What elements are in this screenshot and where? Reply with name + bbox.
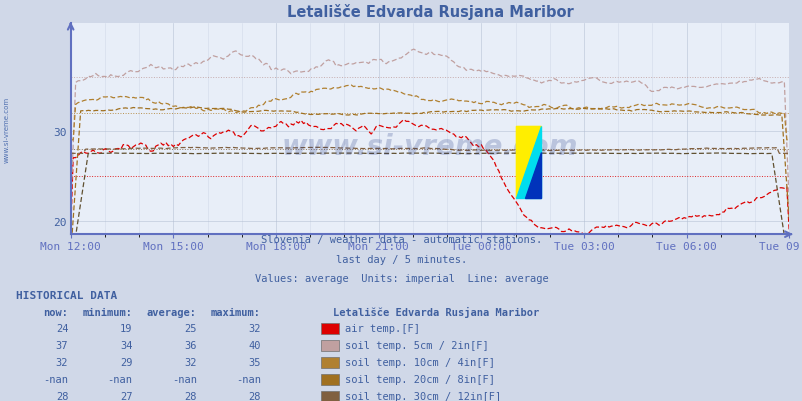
Text: -nan: -nan bbox=[236, 374, 261, 384]
Text: 25: 25 bbox=[184, 324, 196, 334]
Text: minimum:: minimum: bbox=[83, 307, 132, 317]
Text: 36: 36 bbox=[184, 340, 196, 350]
Text: Values: average  Units: imperial  Line: average: Values: average Units: imperial Line: av… bbox=[254, 273, 548, 283]
Text: 24: 24 bbox=[55, 324, 68, 334]
Text: 32: 32 bbox=[184, 357, 196, 367]
Text: HISTORICAL DATA: HISTORICAL DATA bbox=[16, 291, 117, 301]
Text: soil temp. 30cm / 12in[F]: soil temp. 30cm / 12in[F] bbox=[345, 391, 501, 401]
Title: Letališče Edvarda Rusjana Maribor: Letališče Edvarda Rusjana Maribor bbox=[286, 4, 573, 20]
Text: www.si-vreme.com: www.si-vreme.com bbox=[3, 96, 10, 162]
Text: soil temp. 10cm / 4in[F]: soil temp. 10cm / 4in[F] bbox=[345, 357, 495, 367]
Text: maximum:: maximum: bbox=[211, 307, 261, 317]
Text: 27: 27 bbox=[119, 391, 132, 401]
Text: Letališče Edvarda Rusjana Maribor: Letališče Edvarda Rusjana Maribor bbox=[333, 306, 539, 317]
Polygon shape bbox=[516, 127, 541, 199]
Text: 34: 34 bbox=[119, 340, 132, 350]
Text: now:: now: bbox=[43, 307, 68, 317]
Text: 35: 35 bbox=[248, 357, 261, 367]
Text: 28: 28 bbox=[184, 391, 196, 401]
Text: -nan: -nan bbox=[172, 374, 196, 384]
Text: -nan: -nan bbox=[107, 374, 132, 384]
Text: Slovenia / weather data - automatic stations.: Slovenia / weather data - automatic stat… bbox=[261, 235, 541, 245]
Text: 28: 28 bbox=[248, 391, 261, 401]
Text: 19: 19 bbox=[119, 324, 132, 334]
Text: air temp.[F]: air temp.[F] bbox=[345, 324, 419, 334]
Text: average:: average: bbox=[147, 307, 196, 317]
Text: 40: 40 bbox=[248, 340, 261, 350]
Text: 29: 29 bbox=[119, 357, 132, 367]
Text: 32: 32 bbox=[55, 357, 68, 367]
Text: 37: 37 bbox=[55, 340, 68, 350]
Text: 32: 32 bbox=[248, 324, 261, 334]
Text: last day / 5 minutes.: last day / 5 minutes. bbox=[335, 254, 467, 264]
Text: soil temp. 20cm / 8in[F]: soil temp. 20cm / 8in[F] bbox=[345, 374, 495, 384]
Polygon shape bbox=[525, 152, 541, 199]
Text: 28: 28 bbox=[55, 391, 68, 401]
Text: soil temp. 5cm / 2in[F]: soil temp. 5cm / 2in[F] bbox=[345, 340, 488, 350]
Polygon shape bbox=[516, 127, 541, 199]
Text: www.si-vreme.com: www.si-vreme.com bbox=[282, 132, 577, 160]
Text: -nan: -nan bbox=[43, 374, 68, 384]
